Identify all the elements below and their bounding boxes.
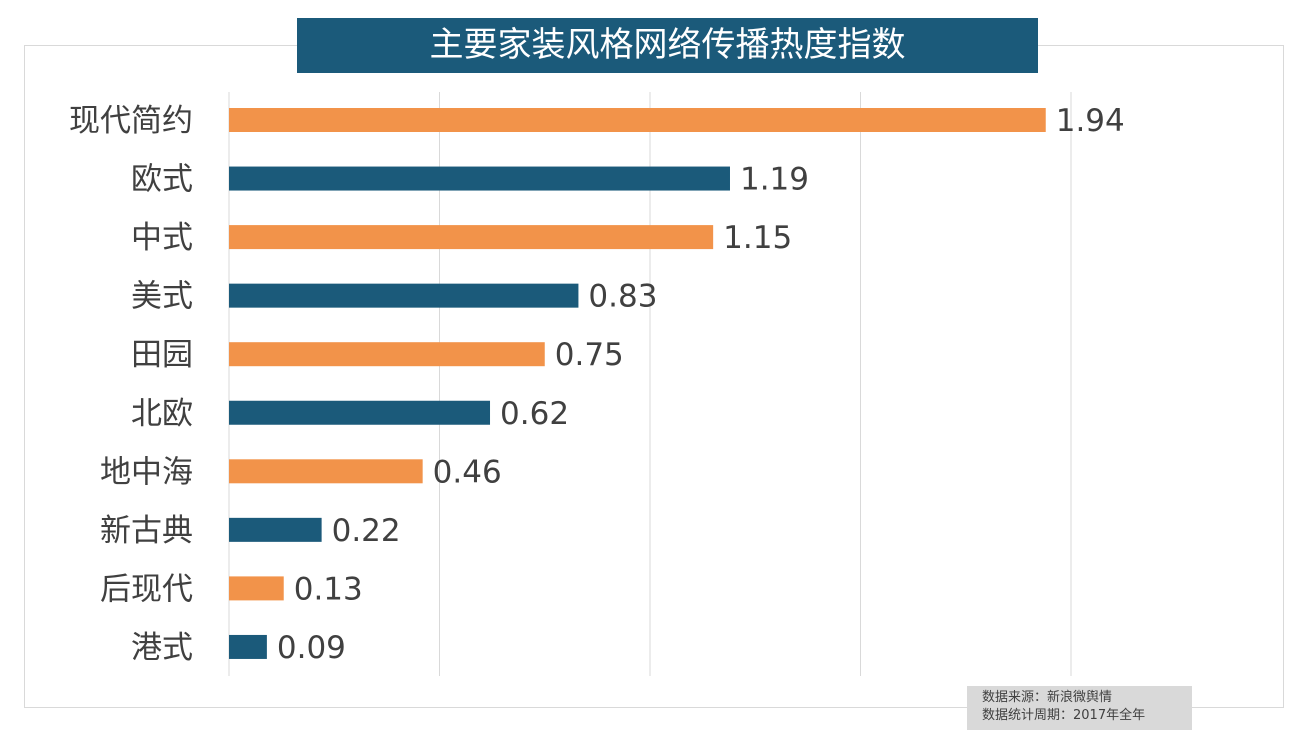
chart-title: 主要家装风格网络传播热度指数 [297,18,1038,73]
value-label: 0.46 [433,454,502,490]
source-line: 数据来源：新浪微舆情 [982,690,1113,705]
category-label: 现代简约 [69,103,193,139]
value-label: 1.94 [1056,103,1125,139]
value-label: 0.75 [555,337,624,373]
value-label: 0.22 [332,513,401,549]
category-label: 美式 [131,279,193,315]
value-label: 0.83 [588,279,657,315]
category-label: 港式 [131,630,193,666]
value-label: 0.62 [500,396,569,432]
category-label: 后现代 [100,571,193,607]
period-line: 数据统计周期：2017年全年 [982,708,1146,723]
bar [229,459,423,484]
value-label: 0.13 [294,571,363,607]
category-label: 地中海 [100,454,193,490]
value-label: 0.09 [277,630,346,666]
category-label: 田园 [131,337,193,373]
value-label: 1.19 [740,162,809,198]
category-label: 欧式 [131,162,193,198]
bar [229,283,579,308]
bar [229,400,491,425]
source-note: 数据来源：新浪微舆情 数据统计周期：2017年全年 [967,686,1192,730]
category-label: 新古典 [100,513,193,549]
bar [229,342,545,367]
bar [229,225,714,250]
value-label: 1.15 [723,220,792,256]
bar [229,108,1046,132]
bar [229,166,730,191]
bar [229,576,284,601]
category-label: 中式 [131,220,193,256]
category-label: 北欧 [131,396,193,432]
bar [229,517,322,542]
bar [229,634,267,659]
